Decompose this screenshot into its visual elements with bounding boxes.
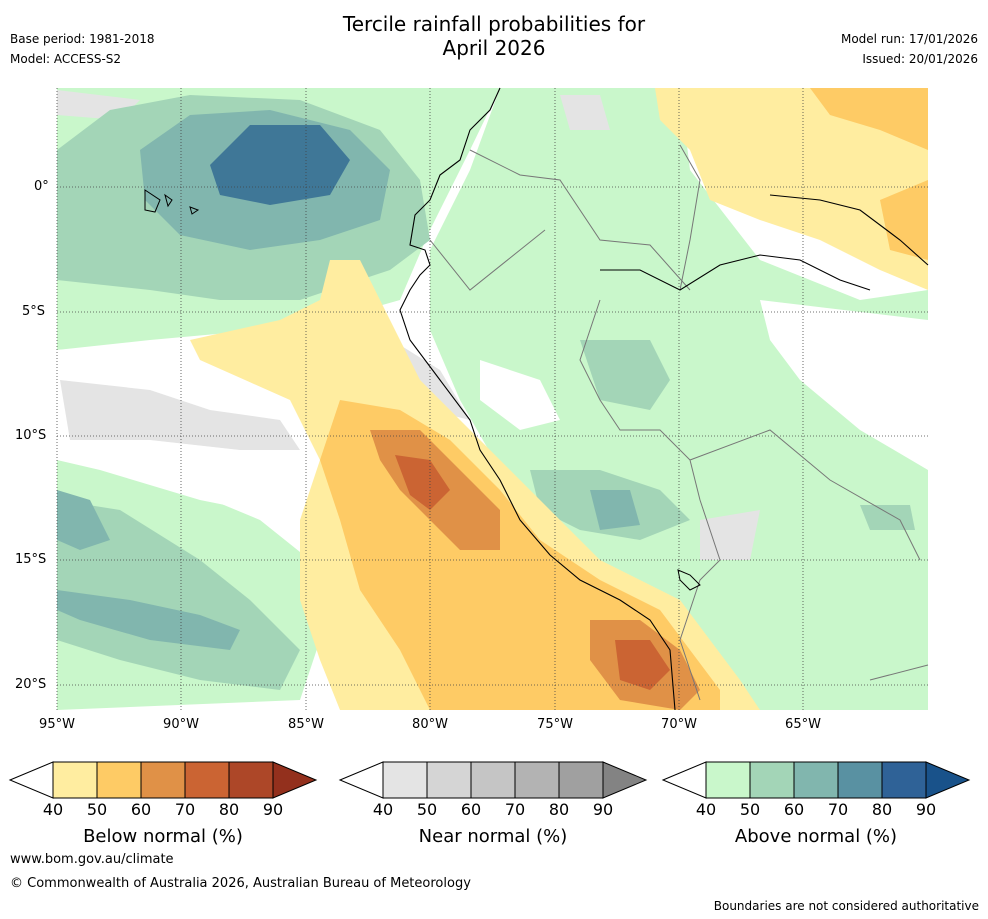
map-gridlines — [56, 88, 928, 710]
website-text: www.bom.gov.au/climate — [10, 852, 174, 867]
above-60-central — [580, 340, 670, 410]
below-colorbar-segment-2 — [140, 761, 186, 799]
below-over-arrow — [272, 761, 318, 799]
base-period-text: Base period: 1981-2018 — [10, 32, 155, 46]
above-colorbar-segment-4 — [881, 761, 927, 799]
above-colorbar-tick-40: 40 — [695, 800, 717, 819]
above-colorbar-segment-1 — [749, 761, 795, 799]
model-run-text: Model run: 17/01/2026 — [840, 32, 978, 46]
near-colorbar-tick-50: 50 — [416, 800, 438, 819]
amazon-river — [600, 194, 929, 291]
above-colorbar-tick-80: 80 — [871, 800, 893, 819]
above-under-arrow — [661, 761, 707, 799]
lon-label-95w: 95°W — [39, 717, 75, 732]
below-colorbar-tick-50: 50 — [86, 800, 108, 819]
colorbar-near-label: Near normal (%) — [418, 826, 568, 847]
colorbar-near — [338, 761, 648, 799]
near-colorbar-tick-60: 60 — [460, 800, 482, 819]
white-gap-3 — [480, 360, 560, 430]
near-colorbar-tick-80: 80 — [548, 800, 570, 819]
near-colorbar-segment-2 — [470, 761, 516, 799]
lon-label-80w: 80°W — [412, 717, 448, 732]
near-colorbar-segment-1 — [426, 761, 472, 799]
near-colorbar-tick-70: 70 — [504, 800, 526, 819]
map-title: Tercile rainfall probabilities for April… — [0, 12, 988, 60]
near-over-arrow — [602, 761, 648, 799]
lon-label-70w: 70°W — [661, 717, 697, 732]
below-colorbar-tick-70: 70 — [174, 800, 196, 819]
near-colorbar-tick-90: 90 — [592, 800, 614, 819]
near-under-arrow — [338, 761, 384, 799]
rainfall-map — [56, 87, 929, 711]
lat-label-10s: 10°S — [15, 428, 47, 443]
model-text: Model: ACCESS-S2 — [10, 52, 122, 66]
above-70-southwest — [57, 590, 240, 650]
title-line-1: Tercile rainfall probabilities for — [342, 12, 646, 36]
title-line-2: April 2026 — [442, 36, 546, 60]
above-colorbar-segment-0 — [705, 761, 751, 799]
above-60-east — [860, 505, 915, 530]
issued-text: Issued: 20/01/2026 — [862, 52, 978, 66]
above-60-southwest — [57, 500, 300, 690]
colorbar-below-label: Below normal (%) — [83, 826, 243, 847]
below-40-northeast — [655, 88, 928, 290]
above-80-northwest — [210, 125, 350, 205]
lon-label-75w: 75°W — [537, 717, 573, 732]
near-normal-patch-4 — [560, 95, 610, 130]
above-colorbar-tick-50: 50 — [739, 800, 761, 819]
lon-label-85w: 85°W — [288, 717, 324, 732]
above-field-continent — [430, 88, 928, 710]
colorbar-above-label: Above normal (%) — [734, 826, 898, 847]
lat-label-5s: 5°S — [22, 304, 46, 319]
near-colorbar-segment-4 — [558, 761, 604, 799]
below-colorbar-segment-4 — [228, 761, 274, 799]
near-normal-patch-1 — [60, 380, 300, 450]
above-colorbar-tick-90: 90 — [915, 800, 937, 819]
lake-titicaca — [677, 569, 701, 591]
above-colorbar-tick-60: 60 — [783, 800, 805, 819]
below-colorbar-tick-40: 40 — [42, 800, 64, 819]
below-colorbar-tick-60: 60 — [130, 800, 152, 819]
above-colorbar-segment-2 — [793, 761, 839, 799]
above-over-arrow — [925, 761, 971, 799]
below-50-northeast — [810, 88, 928, 150]
south-america-coastline — [399, 87, 676, 711]
below-colorbar-tick-80: 80 — [218, 800, 240, 819]
above-colorbar-segment-3 — [837, 761, 883, 799]
above-colorbar-tick-70: 70 — [827, 800, 849, 819]
near-normal-patch-3 — [700, 510, 760, 560]
country-borders — [429, 144, 929, 701]
lat-label-15s: 15°S — [15, 552, 47, 567]
below-under-arrow — [8, 761, 54, 799]
disclaimer-text: Boundaries are not considered authoritat… — [713, 899, 979, 913]
lon-label-65w: 65°W — [785, 717, 821, 732]
galapagos-islands — [144, 189, 200, 215]
below-colorbar-segment-1 — [96, 761, 142, 799]
below-70-south — [615, 640, 670, 690]
below-50-east — [880, 180, 928, 260]
above-70-southwest-2 — [57, 490, 110, 550]
meta-right: Model run: 17/01/2026 Issued: 20/01/2026 — [841, 29, 978, 69]
meta-left: Base period: 1981-2018 Model: ACCESS-S2 — [10, 29, 155, 69]
probability-fields — [57, 88, 928, 710]
white-gap-2 — [760, 300, 928, 470]
above-70-south-central — [590, 490, 640, 530]
below-colorbar-segment-3 — [184, 761, 230, 799]
near-colorbar-segment-3 — [514, 761, 560, 799]
below-70-coast — [395, 455, 450, 510]
copyright-text: © Commonwealth of Australia 2026, Austra… — [10, 876, 471, 891]
near-colorbar-segment-0 — [382, 761, 428, 799]
colorbar-above — [661, 761, 971, 799]
lat-label-20s: 20°S — [15, 677, 47, 692]
below-colorbar-tick-90: 90 — [262, 800, 284, 819]
colorbar-below — [8, 761, 318, 799]
near-colorbar-tick-40: 40 — [372, 800, 394, 819]
lat-label-0: 0° — [34, 179, 49, 194]
below-colorbar-segment-0 — [52, 761, 98, 799]
lon-label-90w: 90°W — [163, 717, 199, 732]
